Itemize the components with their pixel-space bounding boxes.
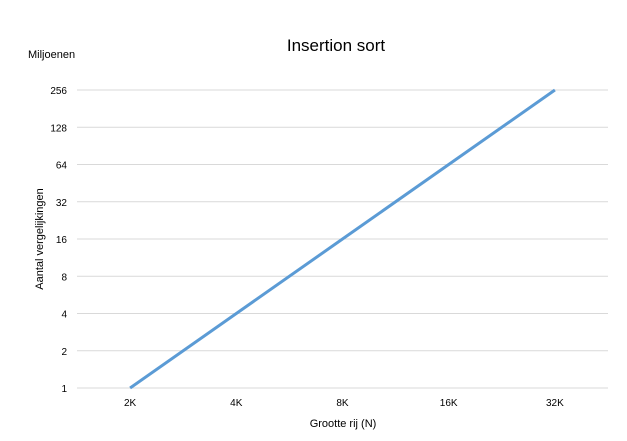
y-tick-label: 4 <box>61 310 67 321</box>
y-tick-label: 256 <box>50 86 67 97</box>
y-tick-label: 2 <box>61 347 67 358</box>
x-tick-label: 32K <box>546 398 564 409</box>
y-axis-title: Aantal vergelijkingen <box>34 188 46 290</box>
x-axis-title: Grootte rij (N) <box>310 418 377 430</box>
x-tick-label: 4K <box>230 398 243 409</box>
series-lines <box>129 88 556 390</box>
y-tick-label: 32 <box>56 198 68 209</box>
y-tick-label: 64 <box>56 161 68 172</box>
x-tick-label: 16K <box>440 398 458 409</box>
chart-title: Insertion sort <box>287 36 386 55</box>
y-tick-label: 8 <box>61 272 67 283</box>
series-line <box>129 88 556 390</box>
y-tick-label: 1 <box>61 384 67 395</box>
x-tick-labels: 2K 4K 8K 16K 32K <box>124 398 564 409</box>
x-tick-label: 8K <box>336 398 349 409</box>
x-tick-label: 2K <box>124 398 137 409</box>
y-tick-label: 128 <box>50 123 67 134</box>
y-unit-label: Miljoenen <box>28 49 75 61</box>
y-tick-labels: 1 2 4 8 16 32 64 128 256 <box>50 86 67 395</box>
y-tick-label: 16 <box>56 235 68 246</box>
